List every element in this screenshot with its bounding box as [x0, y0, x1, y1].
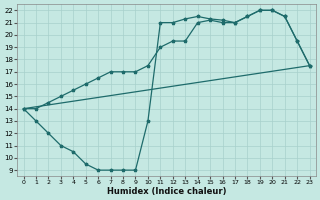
X-axis label: Humidex (Indice chaleur): Humidex (Indice chaleur): [107, 187, 226, 196]
